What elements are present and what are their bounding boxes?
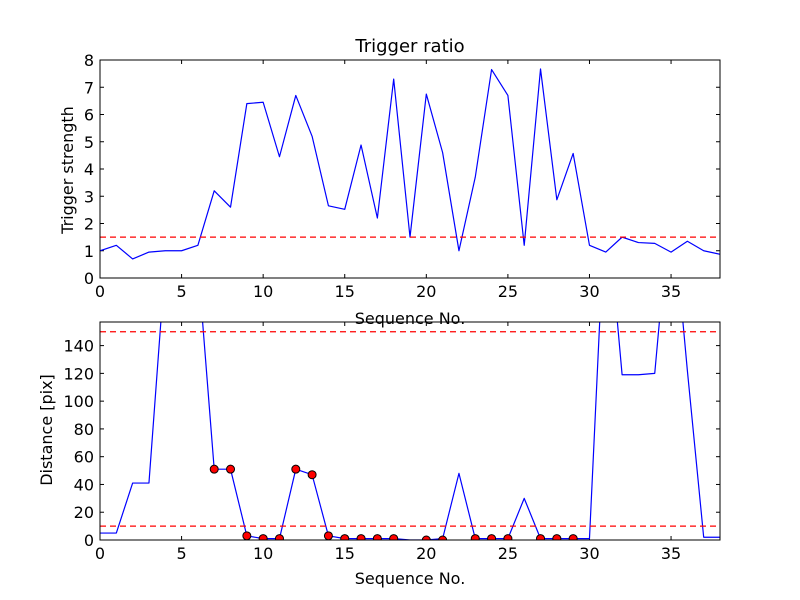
x-tick-label: 5 — [176, 282, 186, 301]
y-tick-label: 8 — [84, 51, 94, 70]
trigger-ratio-chart: Trigger ratio Trigger strength Sequence … — [58, 36, 721, 328]
data-point — [552, 534, 562, 540]
y-tick-label: 2 — [84, 215, 94, 234]
y-tick-label: 5 — [84, 133, 94, 152]
axis-ticks: 0 5 10 15 20 25 30 35 0 20 40 60 80 100 120 140 — [63, 322, 720, 563]
x-tick-label: 25 — [498, 544, 518, 563]
x-tick-label: 10 — [253, 544, 273, 563]
x-tick-label: 15 — [335, 544, 355, 563]
x-tick-label: 0 — [95, 282, 105, 301]
y-tick-label: 120 — [63, 364, 94, 383]
data-point — [389, 534, 399, 540]
data-point — [536, 534, 546, 540]
x-tick-label: 15 — [335, 282, 355, 301]
x-tick-label: 20 — [416, 282, 436, 301]
plot-area — [100, 68, 720, 260]
data-point — [421, 535, 431, 540]
y-tick-label: 7 — [84, 78, 94, 97]
y-tick-label: 1 — [84, 242, 94, 261]
y-tick-label: 4 — [84, 160, 94, 179]
y-tick-label: 60 — [74, 448, 94, 467]
data-point — [209, 464, 219, 474]
x-axis-label: Sequence No. — [355, 309, 466, 328]
plot-frame — [99, 59, 721, 279]
data-point — [470, 534, 480, 540]
chart-title: Trigger ratio — [354, 36, 464, 57]
y-tick-label: 40 — [74, 475, 94, 494]
y-tick-label: 20 — [74, 503, 94, 522]
axis-ticks: 0 5 10 15 20 25 30 35 0 1 2 3 4 5 6 7 8 — [84, 51, 720, 301]
data-point — [226, 464, 236, 474]
x-tick-label: 30 — [579, 282, 599, 301]
data-point — [356, 534, 366, 540]
data-point — [487, 534, 497, 540]
x-tick-label: 20 — [416, 544, 436, 563]
y-tick-label: 0 — [84, 269, 94, 288]
x-tick-label: 25 — [498, 282, 518, 301]
y-axis-label: Trigger strength — [58, 106, 77, 235]
plot-frame — [99, 321, 721, 541]
x-tick-label: 35 — [661, 282, 681, 301]
data-point — [438, 535, 448, 540]
x-tick-label: 5 — [176, 544, 186, 563]
y-tick-label: 3 — [84, 187, 94, 206]
y-tick-label: 0 — [84, 531, 94, 550]
y-axis-label: Distance [pix] — [37, 374, 56, 486]
data-point — [340, 534, 350, 540]
x-tick-label: 35 — [661, 544, 681, 563]
x-tick-label: 30 — [579, 544, 599, 563]
x-axis-label: Sequence No. — [355, 569, 466, 588]
distance-chart: Distance [pix] Sequence No. 0 5 10 15 20 25 30… — [37, 321, 721, 588]
data-point — [274, 534, 284, 540]
data-point — [291, 464, 301, 474]
data-point — [242, 531, 252, 540]
data-point — [372, 534, 382, 540]
data-point — [307, 470, 317, 480]
data-point — [568, 534, 578, 540]
y-tick-label: 100 — [63, 392, 94, 411]
y-tick-label: 80 — [74, 420, 94, 439]
y-tick-label: 140 — [63, 337, 94, 356]
data-point — [258, 534, 268, 540]
plot-area — [100, 322, 720, 540]
y-tick-label: 6 — [84, 106, 94, 125]
data-point — [503, 534, 513, 540]
x-tick-label: 10 — [253, 282, 273, 301]
data-point — [323, 531, 333, 540]
x-tick-label: 0 — [95, 544, 105, 563]
